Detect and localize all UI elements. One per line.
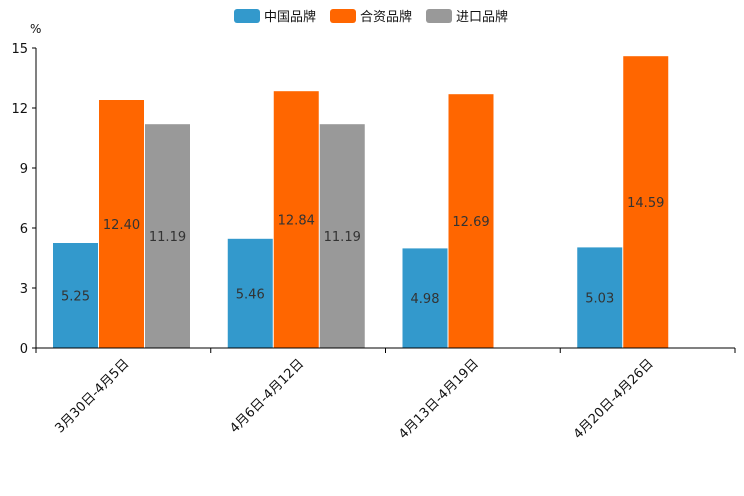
- bar-3-2: [319, 124, 365, 348]
- bar-1-1: [53, 243, 98, 348]
- y-tick-label: 3: [20, 282, 28, 297]
- data-label: 12.84: [278, 214, 315, 229]
- data-labels: 5.25 12.40 11.19 5.46 12.84 11.19 4.98 12.69 5.0…: [61, 196, 664, 307]
- bar-2-2: [273, 91, 319, 348]
- legend-swatch: [426, 9, 452, 23]
- legend-label: 进口品牌: [456, 9, 508, 25]
- data-label: 11.19: [149, 230, 186, 245]
- x-axis: 3月30日-4月5日 4月6日-4月12日 4月13日-4月19日 4月20日-4月2…: [35, 347, 736, 442]
- y-tick-label: 12: [11, 102, 28, 117]
- bar-1-4: [577, 247, 623, 348]
- data-label: 12.40: [103, 218, 140, 233]
- y-axis-unit-label: %: [30, 22, 41, 36]
- data-label: 5.46: [236, 287, 265, 302]
- y-tick-label: 15: [11, 42, 28, 57]
- y-tick-label: 9: [20, 162, 28, 177]
- x-category-label: 4月13日-4月19日: [396, 356, 482, 442]
- bar-2-4: [623, 56, 669, 348]
- bars: [53, 56, 669, 348]
- bar-2-3: [448, 94, 494, 348]
- data-label: 5.25: [61, 290, 90, 305]
- legend-swatch: [234, 9, 260, 23]
- x-category-label: 3月30日-4月5日: [52, 356, 132, 436]
- legend-label: 合资品牌: [360, 9, 412, 25]
- bar-3-1: [145, 124, 190, 348]
- data-label: 11.19: [324, 230, 361, 245]
- x-category-label: 4月20日-4月26日: [571, 356, 657, 442]
- bar-2-1: [99, 100, 144, 348]
- bar-1-3: [402, 248, 448, 348]
- y-tick-label: 6: [20, 222, 28, 237]
- data-label: 5.03: [585, 292, 614, 307]
- x-category-label: 4月6日-4月12日: [227, 356, 307, 436]
- bar-1-2: [227, 238, 273, 348]
- legend-swatch: [330, 9, 356, 23]
- legend-label: 中国品牌: [264, 9, 316, 25]
- data-label: 12.69: [452, 215, 489, 230]
- data-label: 4.98: [411, 292, 440, 307]
- legend: 中国品牌 合资品牌 进口品牌: [234, 9, 508, 25]
- y-tick-label: 0: [20, 342, 28, 357]
- y-axis: 0 3 6 9 12 15: [11, 42, 37, 357]
- data-label: 14.59: [627, 196, 664, 211]
